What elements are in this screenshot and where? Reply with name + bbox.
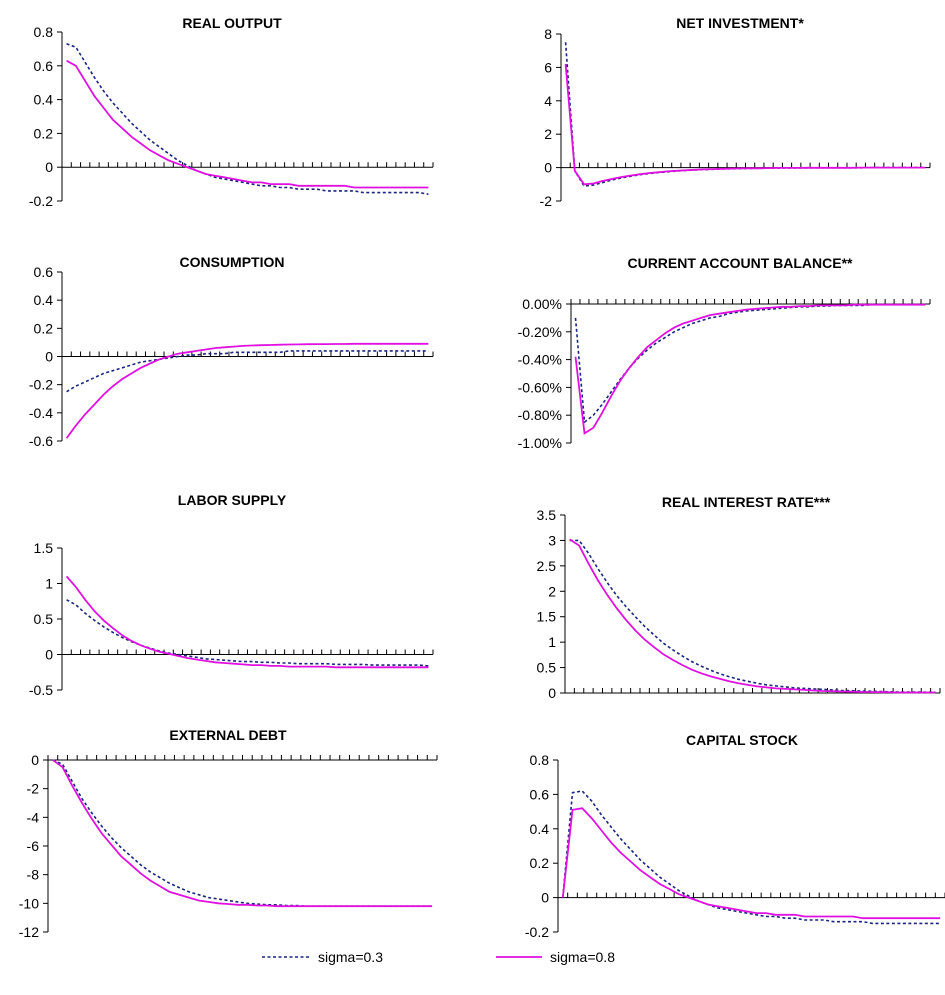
chart-title: CAPITAL STOCK <box>686 732 798 748</box>
y-tick-label: 4 <box>544 93 552 109</box>
y-tick-label: -0.6 <box>29 433 53 449</box>
y-tick-label: 0.5 <box>34 611 54 627</box>
chart-panel: REAL INTEREST RATE*** 3.5 3 2.5 2 1.5 1 0.5 0 <box>537 494 941 701</box>
series-line-sigma-08 <box>65 575 429 669</box>
chart-title: CURRENT ACCOUNT BALANCE** <box>627 255 853 271</box>
chart-panel: EXTERNAL DEBT 0 -2 -4 -6 -8 -10 -12 <box>19 727 438 940</box>
y-tick-label: 0 <box>31 752 39 768</box>
chart-panel: LABOR SUPPLY 1.5 1 0.5 0 -0.5 <box>29 492 434 698</box>
series-line-sigma-08 <box>66 59 429 189</box>
series-line-sigma-08 <box>574 303 926 435</box>
y-tick-label: -2 <box>540 193 553 209</box>
chart-title: REAL OUTPUT <box>182 15 282 31</box>
legend-label-sigma-03: sigma=0.3 <box>318 949 383 965</box>
y-tick-label: 1 <box>548 634 556 650</box>
legend-label-sigma-08: sigma=0.8 <box>550 949 615 965</box>
y-tick-label: 0.00% <box>522 296 562 312</box>
series-line-sigma-08 <box>52 759 433 908</box>
y-tick-label: 6 <box>544 59 552 75</box>
y-tick-label: 0 <box>45 349 53 365</box>
chart-panel: NET INVESTMENT* 8 6 4 2 0 -2 <box>540 15 931 209</box>
y-tick-label: 0 <box>45 159 53 175</box>
y-tick-label: 0.6 <box>530 786 550 802</box>
y-tick-label: 0.2 <box>34 320 54 336</box>
chart-panel: REAL OUTPUT 0.8 0.6 0.4 0.2 0 -0.2 <box>29 15 434 209</box>
y-tick-label: 0 <box>541 890 549 906</box>
y-tick-label: -0.40% <box>518 352 562 368</box>
y-tick-label: -12 <box>19 924 39 940</box>
series-line-sigma-03 <box>574 303 926 424</box>
chart-panel: CAPITAL STOCK 0.8 0.6 0.4 0.2 0 -0.2 <box>525 732 945 940</box>
series-line-sigma-03 <box>66 599 429 667</box>
y-tick-label: -0.2 <box>29 377 53 393</box>
y-tick-label: -0.2 <box>525 924 549 940</box>
y-tick-label: -2 <box>27 781 40 797</box>
series-line-sigma-03 <box>569 539 936 693</box>
chart-title: REAL INTEREST RATE*** <box>662 494 831 510</box>
y-tick-label: 1.5 <box>537 609 557 625</box>
y-tick-label: -0.5 <box>29 682 53 698</box>
series-line-sigma-03 <box>66 350 429 393</box>
y-tick-label: -0.60% <box>518 379 562 395</box>
y-tick-label: -0.2 <box>29 193 53 209</box>
series-line-sigma-03 <box>52 759 433 907</box>
y-tick-label: 0 <box>45 647 53 663</box>
y-tick-label: -4 <box>27 809 40 825</box>
y-tick-label: -1.00% <box>518 435 562 451</box>
y-tick-label: 3.5 <box>537 507 557 523</box>
legend: sigma=0.3 sigma=0.8 <box>262 949 615 965</box>
chart-panel: CONSUMPTION 0.6 0.4 0.2 0 -0.2 -0.4 -0.6 <box>29 254 434 449</box>
y-tick-label: 2 <box>548 583 556 599</box>
y-tick-label: 0.2 <box>530 855 550 871</box>
y-tick-label: 0.5 <box>537 660 557 676</box>
y-tick-label: -0.4 <box>29 405 53 421</box>
series-line-sigma-08 <box>65 342 429 439</box>
y-tick-label: 0.8 <box>530 752 550 768</box>
y-tick-label: 0.6 <box>34 264 54 280</box>
y-tick-label: 3 <box>548 532 556 548</box>
series-line-sigma-03 <box>66 43 429 195</box>
y-tick-label: 0 <box>544 160 552 176</box>
series-line-sigma-08 <box>569 538 936 694</box>
y-tick-label: -8 <box>27 867 40 883</box>
y-tick-label: 0.4 <box>530 821 550 837</box>
y-tick-label: 1.5 <box>34 540 54 556</box>
y-tick-label: 0.2 <box>34 125 54 141</box>
chart-title: CONSUMPTION <box>180 254 285 270</box>
y-tick-label: 0.8 <box>34 24 54 40</box>
y-tick-label: 0 <box>548 685 556 701</box>
chart-panel: CURRENT ACCOUNT BALANCE** 0.00% -0.20% -0.4… <box>518 255 931 451</box>
y-tick-label: -0.20% <box>518 324 562 340</box>
y-tick-label: 0.6 <box>34 58 54 74</box>
y-tick-label: 1 <box>45 576 53 592</box>
series-line-sigma-08 <box>561 807 941 920</box>
y-tick-label: -10 <box>19 895 39 911</box>
y-tick-label: 2 <box>544 126 552 142</box>
series-line-sigma-08 <box>564 64 926 186</box>
series-line-sigma-03 <box>562 790 941 925</box>
chart-title: NET INVESTMENT* <box>676 15 804 31</box>
y-tick-label: 0.4 <box>34 92 54 108</box>
y-tick-label: -0.80% <box>518 407 562 423</box>
y-tick-label: 0.4 <box>34 292 54 308</box>
y-tick-label: 8 <box>544 26 552 42</box>
y-tick-label: -6 <box>27 838 40 854</box>
chart-title: EXTERNAL DEBT <box>169 727 287 743</box>
y-tick-label: 2.5 <box>537 558 557 574</box>
chart-title: LABOR SUPPLY <box>178 492 287 508</box>
